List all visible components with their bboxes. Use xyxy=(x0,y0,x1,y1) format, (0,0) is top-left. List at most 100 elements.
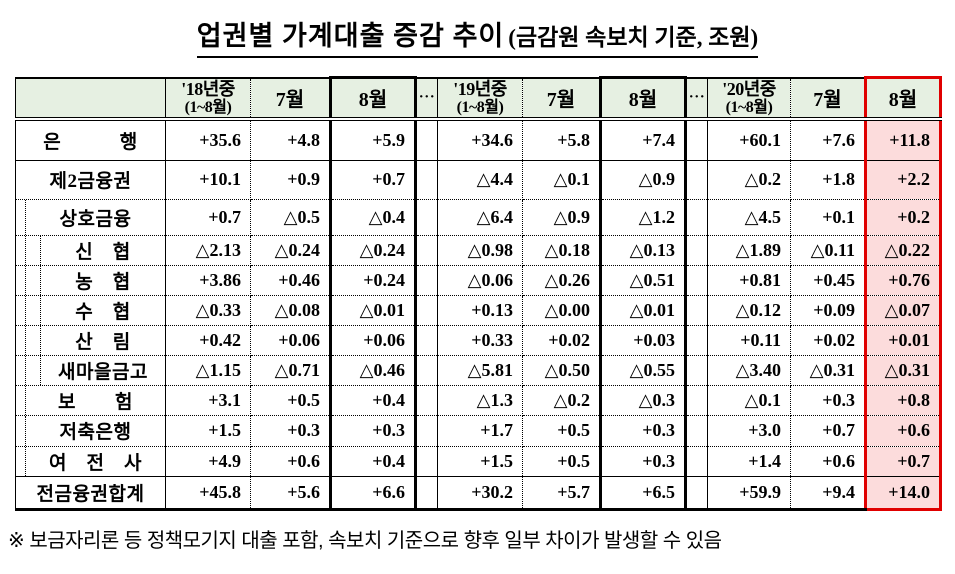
value-cell: +5.7 xyxy=(522,476,601,511)
value-cell: +0.24 xyxy=(329,265,417,296)
value-cell: +0.7 xyxy=(165,199,251,236)
value-cell: +30.2 xyxy=(437,476,523,511)
value-cell: △0.9 xyxy=(599,160,687,200)
value-cell: +0.09 xyxy=(790,295,866,326)
value-cell: △0.18 xyxy=(522,235,601,266)
value-cell: △6.4 xyxy=(437,199,523,236)
value-cell: +0.46 xyxy=(250,265,331,296)
table-row-산림: 산 림 +0.42 +0.06 +0.06 +0.33 +0.02 +0.03 +0.11 +0… xyxy=(15,325,942,356)
value-cell: +0.1 xyxy=(790,199,866,236)
table-row-여전사: 여 전 사 +4.9 +0.6 +0.4 +1.5 +0.5 +0.3 +1.4 +0.6 +0.… xyxy=(15,446,942,477)
value-cell: △0.08 xyxy=(250,295,331,326)
value-cell: △0.33 xyxy=(165,295,251,326)
value-cell: +0.81 xyxy=(707,265,791,296)
value-cell: +0.6 xyxy=(790,446,866,477)
spacer-cell xyxy=(685,355,708,386)
value-cell: △1.3 xyxy=(437,385,523,416)
page-title-main: 업권별 가계대출 증감 추이 xyxy=(196,21,505,51)
table-row-농협: 농 협 +3.86 +0.46 +0.24 △0.06 △0.26 △0.51 +0.81 +0… xyxy=(15,265,942,296)
value-cell: +3.1 xyxy=(165,385,251,416)
value-cell: +14.0 xyxy=(864,476,942,511)
value-cell: +2.2 xyxy=(864,160,942,200)
value-cell: +0.5 xyxy=(250,385,331,416)
value-cell: △1.89 xyxy=(707,235,791,266)
indent-guide xyxy=(17,385,26,415)
value-cell: +1.8 xyxy=(790,160,866,200)
row-label-wrap: 여 전 사 xyxy=(17,446,165,476)
table-row-수협: 수 협 △0.33 △0.08 △0.01 +0.13 △0.00 △0.01 △0.12 +0… xyxy=(15,295,942,326)
spacer-cell xyxy=(685,160,708,200)
value-cell: +0.5 xyxy=(522,446,601,477)
spacer-cell xyxy=(685,235,708,266)
spacer-cell xyxy=(415,118,438,161)
row-label-wrap: 저축은행 xyxy=(17,415,165,446)
value-cell: +0.6 xyxy=(250,446,331,477)
row-label-cell-여전사: 여 전 사 xyxy=(15,446,166,477)
value-cell: +1.4 xyxy=(707,446,791,477)
value-cell: △0.01 xyxy=(599,295,687,326)
indent-guide xyxy=(17,446,26,476)
row-label: 저축은행 xyxy=(59,422,132,444)
row-label-cell-농협: 농 협 xyxy=(15,265,166,296)
value-cell: △0.07 xyxy=(864,295,942,326)
table-row-상호금융: 상호금융 +0.7 △0.5 △0.4 △6.4 △0.9 △1.2 △4.5 +0.1 +0.2 xyxy=(15,199,942,236)
value-cell: △4.5 xyxy=(707,199,791,236)
corner-cell xyxy=(15,76,166,121)
value-cell: △0.50 xyxy=(522,355,601,386)
value-cell: △0.24 xyxy=(250,235,331,266)
value-cell: +0.76 xyxy=(864,265,942,296)
row-label: 상호금융 xyxy=(59,208,132,230)
spacer-cell xyxy=(415,295,438,326)
value-cell: +34.6 xyxy=(437,118,523,161)
table-row-은행: 은 행 +35.6 +4.8 +5.9 +34.6 +5.8 +7.4 +60.1 +7.6 +1… xyxy=(15,118,942,161)
value-cell: △0.06 xyxy=(437,265,523,296)
row-label: 농 협 xyxy=(75,271,131,293)
value-cell: △1.2 xyxy=(599,199,687,236)
indent-guide xyxy=(17,235,26,265)
value-cell: +0.3 xyxy=(599,446,687,477)
value-cell: +0.9 xyxy=(250,160,331,200)
value-cell: △0.31 xyxy=(790,355,866,386)
value-cell: △0.5 xyxy=(250,199,331,236)
spacer-cell xyxy=(415,355,438,386)
value-cell: +3.0 xyxy=(707,415,791,447)
loan-table: '18년중 (1~8월) 7월 8월 ··· '19년중 (1~8월) 7월 8월 ··· '20년… xyxy=(15,75,942,511)
year-range: (1~8월) xyxy=(725,99,773,117)
value-cell: △0.13 xyxy=(599,235,687,266)
row-label-wrap: 수 협 xyxy=(17,295,165,325)
value-cell: +0.7 xyxy=(864,446,942,477)
row-label-cell-신협: 신 협 xyxy=(15,235,166,266)
table-row-새마을금고: 새마을금고 △1.15 △0.71 △0.46 △5.81 △0.50 △0.55 △3.40… xyxy=(15,355,942,386)
indent-guide xyxy=(17,415,26,446)
spacer-cell xyxy=(685,415,708,447)
spacer-cell xyxy=(415,325,438,356)
value-cell: +0.45 xyxy=(790,265,866,296)
value-cell: +0.42 xyxy=(165,325,251,356)
value-cell: △4.4 xyxy=(437,160,523,200)
indent-guide xyxy=(17,325,26,355)
row-label-wrap: 신 협 xyxy=(17,235,165,265)
value-cell: △2.13 xyxy=(165,235,251,266)
value-cell: +6.5 xyxy=(599,476,687,511)
value-cell: +0.7 xyxy=(329,160,417,200)
value-cell: +10.1 xyxy=(165,160,251,200)
value-cell: +0.2 xyxy=(864,199,942,236)
value-cell: △0.00 xyxy=(522,295,601,326)
value-cell: +45.8 xyxy=(165,476,251,511)
page: 업권별 가계대출 증감 추이 (금감원 속보치 기준, 조원) '18년중 (1~… xyxy=(0,14,955,574)
value-cell: +0.13 xyxy=(437,295,523,326)
value-cell: +1.5 xyxy=(437,446,523,477)
value-cell: +0.8 xyxy=(864,385,942,416)
row-label-cell-수협: 수 협 xyxy=(15,295,166,326)
value-cell: +0.02 xyxy=(522,325,601,356)
value-cell: △0.26 xyxy=(522,265,601,296)
spacer-cell xyxy=(685,446,708,477)
value-cell: △0.24 xyxy=(329,235,417,266)
value-cell: +0.01 xyxy=(864,325,942,356)
table-row-보험: 보 험 +3.1 +0.5 +0.4 △1.3 △0.2 △0.3 △0.1 +0.3 +0.8 xyxy=(15,385,942,416)
row-label: 여 전 사 xyxy=(49,452,142,474)
value-cell: △0.1 xyxy=(707,385,791,416)
row-label: 제2금융권 xyxy=(49,171,132,193)
column-header-year-1: '19년중 (1~8월) xyxy=(437,76,523,121)
row-label: 산 림 xyxy=(75,331,131,353)
